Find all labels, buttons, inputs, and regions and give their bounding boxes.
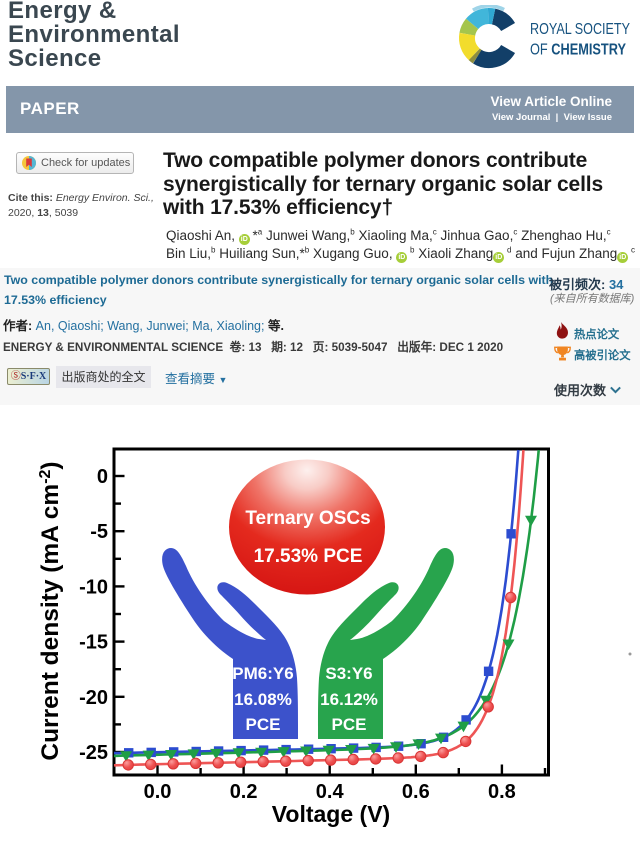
svg-text:Current density (mA cm-2): Current density (mA cm-2) <box>37 461 65 760</box>
svg-text:PM6:Y6: PM6:Y6 <box>232 664 293 683</box>
svg-text:16.08%: 16.08% <box>234 690 292 709</box>
svg-text:Ternary OSCs: Ternary OSCs <box>245 508 370 529</box>
svg-text:PCE: PCE <box>332 715 367 734</box>
svg-text:S3:Y6: S3:Y6 <box>325 664 372 683</box>
svg-text:Voltage (V): Voltage (V) <box>272 801 390 827</box>
svg-text:0.8: 0.8 <box>488 781 516 803</box>
svg-text:-15: -15 <box>79 632 108 654</box>
svg-text:0: 0 <box>97 466 108 488</box>
svg-text:17.53% PCE: 17.53% PCE <box>254 546 363 567</box>
svg-text:-10: -10 <box>79 576 108 598</box>
svg-text:PCE: PCE <box>246 715 281 734</box>
svg-text:0.4: 0.4 <box>316 781 345 803</box>
svg-text:ROYAL SOCIETY: ROYAL SOCIETY <box>530 21 630 38</box>
svg-text:0.2: 0.2 <box>230 781 258 803</box>
svg-text:-25: -25 <box>79 742 108 764</box>
svg-text:-5: -5 <box>90 521 108 543</box>
svg-text:0.6: 0.6 <box>402 781 430 803</box>
svg-text:-20: -20 <box>79 687 108 709</box>
svg-text:0.0: 0.0 <box>144 781 172 803</box>
svg-text:OF CHEMISTRY: OF CHEMISTRY <box>530 42 627 59</box>
svg-text:16.12%: 16.12% <box>320 690 378 709</box>
